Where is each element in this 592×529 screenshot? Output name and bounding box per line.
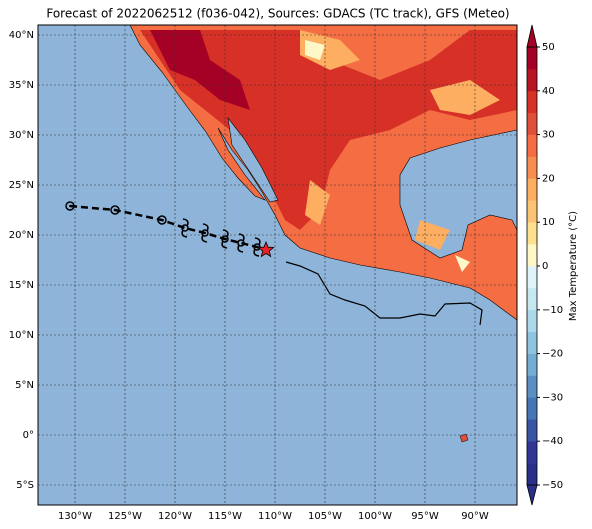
colorbar-tick-label: −20 [542, 349, 563, 360]
colorbar-label: Max Temperature (°C) [568, 211, 579, 321]
colorbar-swatch [527, 331, 537, 354]
colorbar-swatch [527, 309, 537, 332]
y-tick-label: 5°S [16, 480, 34, 491]
y-tick-label: 0° [23, 430, 34, 441]
x-tick-label: 90°W [461, 511, 489, 522]
storm-symbol [221, 229, 229, 249]
y-tick-label: 20°N [9, 230, 34, 241]
current-position [257, 240, 275, 258]
colorbar-tick-label: −50 [542, 480, 563, 491]
colorbar-tick-label: 40 [542, 86, 555, 97]
storm-eye [253, 243, 261, 251]
grid [38, 25, 517, 505]
title: Forecast of 2022062512 (f036-042), Sourc… [46, 7, 509, 21]
colorbar-swatch [527, 287, 537, 311]
storm-eye [221, 235, 229, 243]
colorbar-swatch [527, 134, 537, 157]
map [38, 25, 517, 505]
map-frame [37, 24, 518, 506]
track-point [157, 215, 167, 225]
colorbar-swatch [527, 441, 537, 464]
x-tick-label: 125°W [108, 511, 142, 522]
colorbar-swatch [527, 68, 537, 92]
y-tick-label: 25°N [9, 180, 34, 191]
storm-eye [181, 224, 189, 232]
colorbar-swatch [527, 419, 537, 442]
x-tick-label: 130°W [58, 511, 92, 522]
colorbar-swatch [527, 112, 537, 135]
colorbar: 50 40 30 20 10 0 −10 −20 −30 −40 −50 [526, 24, 563, 506]
islands [459, 433, 469, 443]
x-tick-label: 115°W [208, 511, 242, 522]
colorbar-tick-label: −40 [542, 436, 563, 447]
colorbar-swatch [527, 463, 537, 486]
track-point-center [69, 205, 71, 207]
y-tick-label: 30°N [9, 130, 34, 141]
x-tick-label: 110°W [258, 511, 292, 522]
track-point-center [161, 219, 163, 221]
x-tick-label: 100°W [358, 511, 392, 522]
colorbar-swatch [527, 47, 537, 70]
colorbar-tick-label: 10 [542, 217, 555, 228]
y-tick-label: 40°N [9, 30, 34, 41]
colorbar-tick-label: 30 [542, 130, 555, 141]
colorbar-tick-label: −30 [542, 392, 563, 403]
colorbar-swatch [527, 266, 537, 289]
colorbar-tick-label: 20 [542, 173, 555, 184]
x-tick-label: 95°W [411, 511, 439, 522]
colorbar-swatch [527, 353, 537, 376]
storm-symbol [181, 218, 189, 238]
colorbar-extend-min [526, 484, 538, 506]
colorbar-swatch [527, 244, 537, 267]
wind-radius [285, 261, 483, 326]
y-tick-label: 35°N [9, 80, 34, 91]
colorbar-swatch [527, 222, 537, 245]
storm-symbol [201, 223, 209, 243]
storm-symbol [237, 233, 245, 253]
y-tick-label: 5°N [15, 380, 34, 391]
colorbar-swatch [527, 200, 537, 223]
storm-eye [201, 229, 209, 237]
x-tick-label: 105°W [308, 511, 342, 522]
colorbar-swatch [527, 156, 537, 179]
track-point-center [114, 209, 116, 211]
colorbar-swatch [527, 375, 537, 398]
track-point [65, 201, 75, 211]
storm-symbol [253, 237, 261, 257]
colorbar-swatch [527, 90, 537, 113]
colorbar-tick-label: −10 [542, 305, 563, 316]
colorbar-tick-label: 50 [542, 42, 555, 53]
colorbar-tick-label: 0 [542, 261, 548, 272]
y-tick-label: 15°N [9, 280, 34, 291]
gulf-of-california [227, 116, 279, 203]
y-tick-label: 10°N [9, 330, 34, 341]
track [65, 201, 275, 258]
track-line [69, 204, 267, 252]
storm-eye [237, 239, 245, 247]
x-tick-label: 120°W [158, 511, 192, 522]
colorbar-swatch [527, 178, 537, 201]
colorbar-extend-max [526, 24, 538, 48]
track-point [110, 205, 120, 215]
colorbar-swatch [527, 397, 537, 420]
